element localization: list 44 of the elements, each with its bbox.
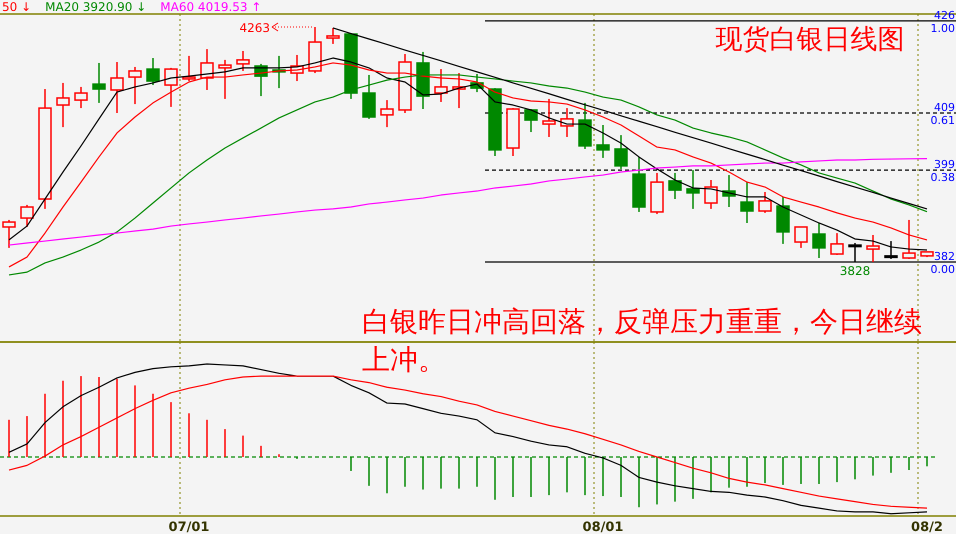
annotation: 409 [934, 101, 955, 114]
candlestick [2, 219, 16, 249]
candlestick [866, 234, 880, 263]
text: 50 ↓ [2, 0, 32, 14]
text: MA20 3920.90 ↓ [45, 0, 146, 14]
annotation: 399 [934, 158, 955, 172]
candlestick [686, 169, 700, 210]
candlestick [524, 108, 538, 133]
x-tick-label: 08/2 [911, 520, 943, 534]
candlestick [740, 181, 754, 224]
candlestick [128, 66, 142, 105]
candlestick [758, 191, 772, 214]
candlestick [596, 124, 610, 159]
text: 0.00 [930, 263, 955, 276]
candlestick [434, 68, 448, 103]
candlestick [74, 86, 88, 109]
annotation: 0.61 [930, 114, 955, 128]
chart-title: 现货白银日线图 [716, 24, 904, 55]
candlestick [380, 99, 394, 128]
annotation: 0.38 [930, 171, 955, 184]
text: 3828 [840, 264, 870, 278]
candlestick [236, 50, 250, 72]
annotation: 4263 [239, 21, 270, 35]
candlestick [20, 204, 34, 228]
candlestick [326, 27, 340, 45]
candlestick [92, 62, 106, 104]
annotation: 382 [934, 250, 955, 263]
x-tick-label: 08/01 [582, 520, 624, 534]
candlestick [146, 57, 160, 86]
candlestick [110, 61, 124, 114]
candlestick [812, 222, 826, 259]
candlestick [830, 232, 844, 256]
candlestick [56, 82, 70, 128]
candlestick [668, 172, 682, 200]
candlestick [794, 226, 808, 249]
text: MA60 4019.53 ↑ [160, 0, 262, 14]
candlestick [614, 134, 628, 170]
annotation: 白银昨日冲高回落，反弹压力重重，今日继续上冲。 [362, 304, 923, 378]
annotation: 1.00 [930, 22, 955, 35]
candlestick [542, 98, 556, 138]
candlestick [704, 179, 718, 210]
x-tick-label: 07/01 [168, 520, 210, 534]
candlestick [164, 67, 178, 108]
candlestick [902, 219, 916, 260]
